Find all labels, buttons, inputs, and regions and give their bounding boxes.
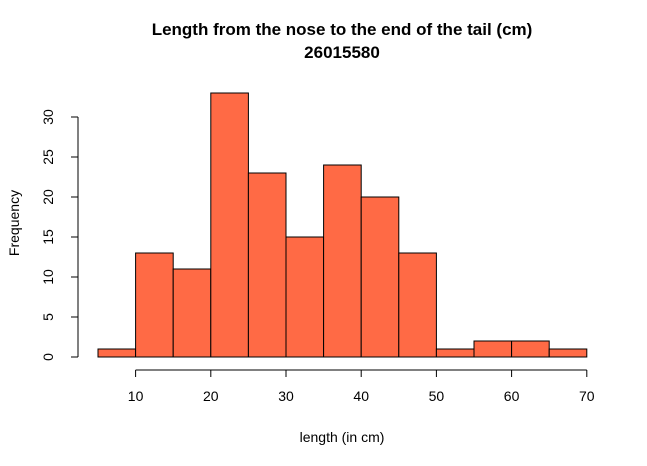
chart-title: Length from the nose to the end of the t… (152, 20, 533, 39)
histogram-bar (285, 236, 325, 358)
x-tick-label: 60 (504, 388, 520, 404)
x-tick-label: 40 (353, 388, 369, 404)
x-tick-label: 20 (203, 388, 219, 404)
histogram-bar (548, 348, 588, 358)
x-tick-label: 50 (429, 388, 445, 404)
histogram-bar (323, 164, 362, 358)
chart-subtitle: 26015580 (304, 43, 380, 62)
y-tick-label: 0 (40, 353, 56, 361)
histogram-bar (473, 340, 513, 358)
x-tick-label: 70 (579, 388, 595, 404)
histogram-bars (97, 92, 588, 358)
histogram-bar (247, 172, 287, 358)
y-axis-label: Frequency (6, 190, 22, 256)
x-tick-label: 30 (278, 388, 294, 404)
histogram-bar (97, 348, 137, 358)
y-tick-label: 30 (40, 109, 56, 125)
y-tick-label: 10 (40, 269, 56, 285)
histogram-bar (172, 268, 212, 358)
y-axis: 0 5 10 15 20 25 30 (40, 109, 79, 361)
y-tick-label: 15 (40, 229, 56, 245)
x-tick-label: 10 (128, 388, 144, 404)
histogram-bar (435, 348, 475, 358)
y-tick-label: 20 (40, 189, 56, 205)
y-tick-label: 25 (40, 149, 56, 165)
histogram-bar (511, 340, 550, 358)
histogram-bar (398, 252, 437, 358)
histogram-bar (135, 252, 174, 358)
x-axis-label: length (in cm) (300, 429, 385, 445)
histogram-bar (360, 196, 400, 358)
y-tick-label: 5 (40, 313, 56, 321)
histogram-bar (210, 92, 249, 358)
x-axis: 10 20 30 40 50 60 70 (128, 369, 595, 404)
